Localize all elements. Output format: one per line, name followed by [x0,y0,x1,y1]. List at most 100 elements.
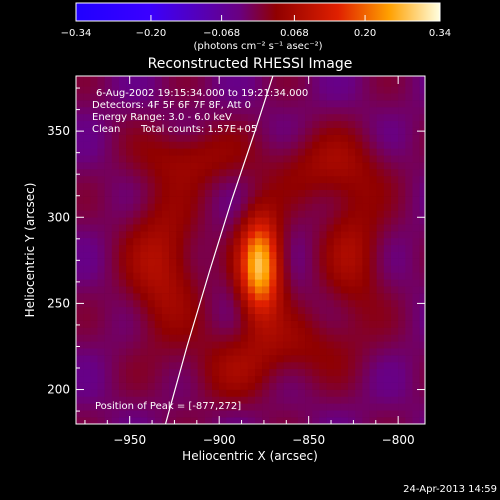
heatmap-cell [398,334,406,342]
heatmap-cell [104,251,113,259]
heatmap-cell [176,203,184,211]
heatmap-cell [204,169,213,177]
heatmap-cell [212,127,220,135]
heatmap-cell [340,175,349,184]
heatmap-cell [104,120,113,128]
heatmap-cell [83,361,91,370]
heatmap-cell [369,327,377,335]
heatmap-cell [212,368,220,377]
heatmap-cell [118,107,127,115]
heatmap-cell [283,217,292,225]
heatmap-cell [226,258,234,266]
heatmap-cell [147,141,156,149]
heatmap-cell [219,175,227,184]
heatmap-cell [104,134,113,142]
heatmap-cell [405,286,413,294]
heatmap-cell [190,107,198,115]
heatmap-cell [176,76,184,80]
heatmap-cell [405,348,413,356]
heatmap-cell [118,148,127,156]
heatmap-cell [305,375,313,383]
heatmap-cell [254,396,263,404]
heatmap-cell [169,162,177,170]
heatmap-cell [412,251,420,259]
heatmap-cell [118,100,127,108]
heatmap-cell [212,341,220,349]
heatmap-cell [383,265,392,273]
heatmap-cell [283,203,292,211]
heatmap-cell [104,155,113,163]
heatmap-cell [419,162,425,170]
heatmap-cell [104,382,113,390]
heatmap-cell [398,100,406,108]
heatmap-cell [118,368,127,377]
heatmap-cell [190,100,198,108]
heatmap-cell [362,113,370,122]
heatmap-cell [283,293,292,301]
heatmap-cell [190,182,198,190]
heatmap-cell [254,355,263,363]
heatmap-cell [419,141,425,149]
heatmap-cell [369,86,377,94]
heatmap-cell [319,148,327,156]
heatmap-cell [104,286,113,294]
heatmap-cell [212,265,220,273]
heatmap-cell [305,286,313,294]
heatmap-cell [398,341,406,349]
heatmap-cell [176,272,184,280]
heatmap-cell [362,293,370,301]
heatmap-cell [247,410,256,418]
heatmap-cell [169,375,177,383]
heatmap-cell [376,382,385,390]
heatmap-cell [111,279,120,287]
heatmap-cell [111,348,120,356]
heatmap-cell [369,162,377,170]
heatmap-cell [340,189,349,197]
heatmap-cell [197,334,206,342]
heatmap-cell [76,237,84,246]
heatmap-cell [226,293,234,301]
heatmap-cell [333,134,342,142]
heatmap-cell [398,403,406,411]
heatmap-cell [340,76,349,80]
heatmap-cell [154,196,163,204]
heatmap-cell [126,169,134,177]
heatmap-cell [219,134,227,142]
heatmap-cell [118,306,127,315]
heatmap-cell [383,148,392,156]
heatmap-cell [419,355,425,363]
heatmap-cell [219,196,227,204]
heatmap-cell [169,355,177,363]
heatmap-cell [90,293,98,301]
heatmap-cell [240,313,249,321]
heatmap-cell [111,265,120,273]
heatmap-cell [154,175,163,184]
heatmap-cell [183,224,191,232]
heatmap-cell [319,375,327,383]
heatmap-cell [419,389,425,397]
heatmap-cell [133,169,141,177]
heatmap-cell [383,279,392,287]
heatmap-cell [233,320,241,328]
heatmap-cell [412,389,420,397]
heatmap-cell [355,286,363,294]
heatmap-cell [333,251,342,259]
heatmap-cell [412,79,420,87]
heatmap-cell [197,375,206,383]
heatmap-cell [262,86,270,94]
heatmap-cell [262,403,270,411]
heatmap-cell [390,299,399,308]
heatmap-cell [176,313,184,321]
heatmap-cell [183,203,191,211]
heatmap-cell [362,361,370,370]
heatmap-cell [405,265,413,273]
heatmap-cell [204,265,213,273]
heatmap-cell [283,272,292,280]
heatmap-cell [283,244,292,253]
heatmap-cell [233,258,241,266]
heatmap-cell [405,93,413,101]
heatmap-cell [161,293,170,301]
heatmap-cell [83,120,91,128]
heatmap-cell [154,396,163,404]
heatmap-cell [90,265,98,273]
